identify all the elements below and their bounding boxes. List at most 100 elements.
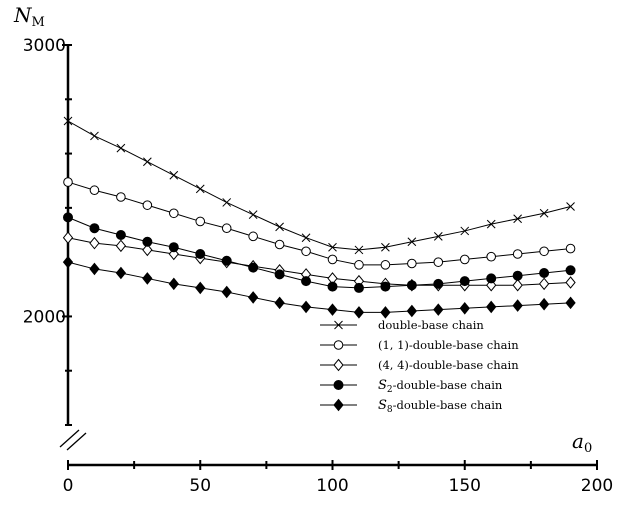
data-point bbox=[380, 306, 391, 319]
x-axis-label-sub: 0 bbox=[584, 441, 592, 456]
data-point bbox=[301, 233, 311, 243]
data-point bbox=[433, 278, 444, 289]
data-point bbox=[380, 281, 391, 292]
data-point bbox=[274, 296, 285, 310]
data-point bbox=[539, 208, 549, 218]
data-point bbox=[354, 260, 364, 270]
data-point bbox=[459, 301, 470, 315]
data-point bbox=[539, 246, 549, 257]
x-axis-label-main: a bbox=[572, 429, 584, 453]
data-point bbox=[328, 242, 337, 252]
data-point bbox=[90, 131, 99, 141]
legend-label: double-base chain bbox=[378, 318, 484, 332]
series-5 bbox=[62, 255, 576, 319]
axis-break-mark-1 bbox=[59, 429, 80, 448]
data-point bbox=[327, 281, 338, 292]
data-point bbox=[513, 214, 523, 224]
data-point bbox=[512, 270, 523, 281]
series-line bbox=[67, 120, 571, 251]
data-point bbox=[327, 254, 338, 265]
axis-break-mark-2 bbox=[66, 432, 87, 451]
legend-entry: (4, 4)-double-base chain bbox=[320, 358, 519, 372]
data-point bbox=[486, 251, 497, 262]
series-4 bbox=[63, 212, 576, 293]
series-1 bbox=[63, 116, 575, 255]
data-point bbox=[512, 278, 523, 292]
data-point bbox=[459, 276, 470, 287]
data-point bbox=[142, 243, 153, 257]
data-point bbox=[89, 223, 100, 234]
x-tick-label: 50 bbox=[189, 476, 211, 496]
x-tick-label: 0 bbox=[63, 476, 74, 496]
data-point bbox=[142, 200, 153, 210]
data-point bbox=[195, 281, 206, 295]
legend-label: S2-double-base chain bbox=[378, 378, 503, 395]
data-point bbox=[115, 239, 127, 253]
data-point bbox=[407, 237, 417, 247]
data-point bbox=[301, 276, 312, 287]
data-point bbox=[380, 260, 391, 270]
data-point bbox=[486, 219, 496, 229]
data-point bbox=[512, 249, 523, 259]
data-point bbox=[433, 303, 444, 316]
data-point bbox=[62, 231, 74, 245]
data-point bbox=[248, 291, 259, 304]
data-point bbox=[354, 245, 364, 255]
legend-marker bbox=[333, 358, 344, 372]
data-point bbox=[275, 222, 284, 232]
legend-entry: S8-double-base chain bbox=[320, 398, 503, 415]
data-point bbox=[195, 216, 206, 227]
data-point bbox=[63, 116, 73, 126]
data-point bbox=[221, 223, 232, 234]
data-point bbox=[512, 299, 523, 312]
data-point bbox=[327, 303, 338, 316]
data-point bbox=[539, 268, 550, 278]
data-point bbox=[565, 276, 576, 289]
data-point bbox=[168, 277, 179, 291]
data-point bbox=[565, 265, 576, 276]
y-axis-label-sub: M bbox=[32, 15, 45, 30]
data-point bbox=[221, 285, 232, 299]
legend-entry: (1, 1)-double-base chain bbox=[320, 338, 519, 352]
legend-label: (1, 1)-double-base chain bbox=[378, 338, 519, 352]
data-point bbox=[566, 202, 575, 211]
data-point bbox=[565, 243, 576, 254]
data-point bbox=[486, 300, 497, 314]
data-point bbox=[300, 300, 312, 314]
data-point bbox=[248, 231, 258, 242]
data-point bbox=[221, 255, 232, 266]
data-point bbox=[459, 254, 470, 265]
data-point bbox=[353, 282, 364, 293]
x-tick-label: 150 bbox=[449, 476, 481, 496]
data-point bbox=[460, 226, 470, 236]
data-point bbox=[89, 236, 100, 250]
legend-marker bbox=[333, 340, 344, 350]
x-tick-label: 200 bbox=[581, 476, 613, 496]
series-line bbox=[67, 261, 571, 313]
data-point bbox=[116, 143, 126, 153]
data-point bbox=[89, 185, 100, 196]
data-point bbox=[381, 242, 390, 252]
data-point bbox=[248, 210, 258, 219]
y-axis-label: NM bbox=[13, 3, 45, 30]
data-point bbox=[142, 157, 152, 167]
legend-marker bbox=[333, 380, 344, 390]
data-point bbox=[62, 255, 74, 269]
data-point bbox=[301, 246, 311, 257]
data-point bbox=[433, 257, 444, 267]
data-point bbox=[406, 304, 417, 318]
data-point bbox=[248, 262, 259, 273]
legend-label: S8-double-base chain bbox=[378, 398, 503, 415]
series-3 bbox=[62, 231, 576, 292]
data-point bbox=[169, 170, 179, 180]
data-point bbox=[274, 269, 285, 280]
data-point bbox=[274, 239, 285, 250]
data-point bbox=[169, 208, 179, 219]
data-point bbox=[115, 266, 127, 280]
legend-entry: S2-double-base chain bbox=[320, 378, 503, 395]
series-2 bbox=[63, 177, 576, 270]
legend: double-base chain (1, 1)-double-base chai… bbox=[320, 318, 519, 415]
data-point bbox=[353, 306, 365, 319]
data-point bbox=[142, 272, 153, 285]
